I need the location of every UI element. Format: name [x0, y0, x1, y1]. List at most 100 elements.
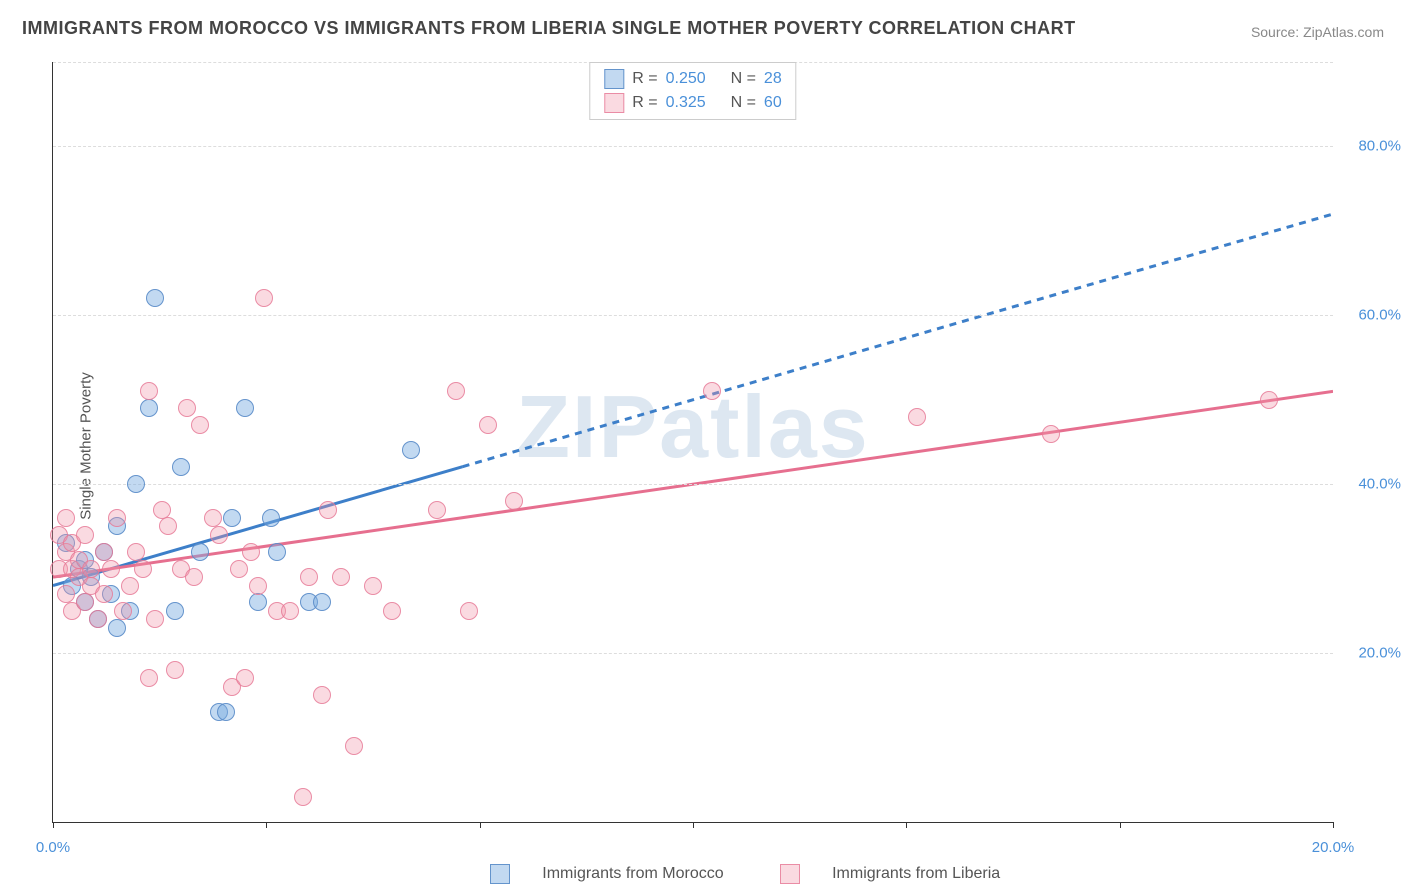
data-point-morocco: [191, 543, 209, 561]
legend-item-morocco: Immigrants from Morocco: [476, 865, 738, 882]
n-label: N =: [731, 91, 756, 115]
data-point-liberia: [332, 568, 350, 586]
data-point-liberia: [281, 602, 299, 620]
data-point-liberia: [428, 501, 446, 519]
data-point-liberia: [82, 560, 100, 578]
scatter-chart: ZIPatlas R = 0.250 N = 28 R = 0.325 N = …: [52, 62, 1333, 823]
n-label: N =: [731, 67, 756, 91]
legend-row-liberia: R = 0.325 N = 60: [604, 91, 781, 115]
data-point-morocco: [166, 602, 184, 620]
data-point-liberia: [114, 602, 132, 620]
data-point-morocco: [172, 458, 190, 476]
source-prefix: Source:: [1251, 24, 1303, 40]
data-point-liberia: [345, 737, 363, 755]
data-point-liberia: [294, 788, 312, 806]
data-point-liberia: [140, 669, 158, 687]
data-point-liberia: [319, 501, 337, 519]
data-point-liberia: [95, 543, 113, 561]
legend-item-liberia: Immigrants from Liberia: [766, 865, 1015, 882]
data-point-morocco: [262, 509, 280, 527]
x-tick: [1333, 822, 1334, 828]
legend-swatch: [490, 864, 510, 884]
legend-swatch: [604, 93, 624, 113]
source-link[interactable]: ZipAtlas.com: [1303, 24, 1384, 40]
data-point-morocco: [236, 399, 254, 417]
data-point-liberia: [153, 501, 171, 519]
gridline: [53, 484, 1333, 485]
legend-row-morocco: R = 0.250 N = 28: [604, 67, 781, 91]
legend-swatch: [604, 69, 624, 89]
data-point-liberia: [108, 509, 126, 527]
r-value: 0.325: [666, 91, 706, 115]
data-point-liberia: [89, 610, 107, 628]
correlation-legend: R = 0.250 N = 28 R = 0.325 N = 60: [589, 62, 796, 120]
data-point-liberia: [236, 669, 254, 687]
gridline: [53, 315, 1333, 316]
data-point-morocco: [217, 703, 235, 721]
legend-swatch: [780, 864, 800, 884]
data-point-morocco: [313, 593, 331, 611]
data-point-morocco: [223, 509, 241, 527]
data-point-liberia: [300, 568, 318, 586]
data-point-liberia: [505, 492, 523, 510]
data-point-liberia: [249, 577, 267, 595]
data-point-liberia: [134, 560, 152, 578]
n-value: 28: [764, 67, 782, 91]
data-point-liberia: [230, 560, 248, 578]
y-tick-label: 60.0%: [1358, 307, 1401, 324]
series-legend: Immigrants from Morocco Immigrants from …: [105, 864, 1385, 884]
data-point-liberia: [460, 602, 478, 620]
x-tick: [480, 822, 481, 828]
r-label: R =: [632, 67, 657, 91]
data-point-liberia: [447, 382, 465, 400]
data-point-morocco: [146, 289, 164, 307]
data-point-liberia: [178, 399, 196, 417]
n-value: 60: [764, 91, 782, 115]
x-tick: [53, 822, 54, 828]
data-point-morocco: [402, 441, 420, 459]
data-point-liberia: [121, 577, 139, 595]
data-point-liberia: [185, 568, 203, 586]
data-point-liberia: [364, 577, 382, 595]
source-attribution: Source: ZipAtlas.com: [1251, 24, 1384, 40]
data-point-liberia: [383, 602, 401, 620]
trend-lines: [53, 62, 1333, 822]
data-point-liberia: [140, 382, 158, 400]
y-tick-label: 40.0%: [1358, 476, 1401, 493]
data-point-liberia: [159, 517, 177, 535]
legend-label: Immigrants from Liberia: [832, 865, 1000, 882]
x-tick: [906, 822, 907, 828]
data-point-liberia: [313, 686, 331, 704]
x-tick-label: 0.0%: [36, 839, 70, 856]
x-tick: [1120, 822, 1121, 828]
data-point-liberia: [1260, 391, 1278, 409]
x-tick: [693, 822, 694, 828]
x-tick-label: 20.0%: [1312, 839, 1355, 856]
data-point-liberia: [908, 408, 926, 426]
data-point-liberia: [703, 382, 721, 400]
data-point-morocco: [140, 399, 158, 417]
data-point-liberia: [204, 509, 222, 527]
data-point-liberia: [210, 526, 228, 544]
data-point-liberia: [242, 543, 260, 561]
data-point-liberia: [166, 661, 184, 679]
data-point-morocco: [108, 619, 126, 637]
gridline: [53, 146, 1333, 147]
data-point-morocco: [268, 543, 286, 561]
data-point-liberia: [102, 560, 120, 578]
legend-label: Immigrants from Morocco: [542, 865, 723, 882]
data-point-liberia: [146, 610, 164, 628]
data-point-morocco: [127, 475, 145, 493]
r-value: 0.250: [666, 67, 706, 91]
data-point-liberia: [57, 509, 75, 527]
data-point-liberia: [479, 416, 497, 434]
data-point-liberia: [95, 585, 113, 603]
data-point-liberia: [76, 526, 94, 544]
r-label: R =: [632, 91, 657, 115]
y-tick-label: 20.0%: [1358, 645, 1401, 662]
data-point-liberia: [127, 543, 145, 561]
data-point-liberia: [57, 585, 75, 603]
chart-title: IMMIGRANTS FROM MOROCCO VS IMMIGRANTS FR…: [22, 18, 1076, 39]
data-point-liberia: [191, 416, 209, 434]
data-point-liberia: [255, 289, 273, 307]
